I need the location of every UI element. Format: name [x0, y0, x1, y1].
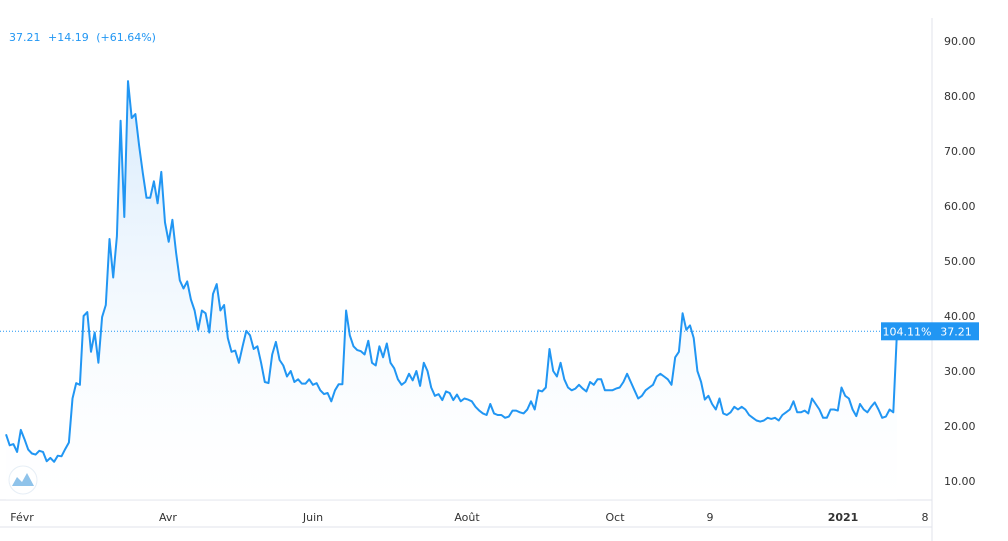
x-tick-label: 2021: [828, 511, 859, 524]
y-tick-label: 40.00: [944, 310, 976, 323]
x-tick-label: Oct: [605, 511, 625, 524]
tradingview-logo-icon[interactable]: [8, 465, 38, 495]
x-tick-label: Juin: [302, 511, 323, 524]
legend: 37.21 +14.19 (+61.64%): [9, 31, 156, 44]
x-tick-label: Avr: [159, 511, 177, 524]
y-tick-label: 70.00: [944, 145, 976, 158]
time-scale[interactable]: Févr Avr Juin Août Oct 9 2021 8: [10, 511, 928, 524]
legend-change: +14.19: [48, 31, 89, 44]
y-tick-label: 10.00: [944, 475, 976, 488]
price-scale[interactable]: 90.00 80.00 70.00 60.00 50.00 40.00 30.00 20.00…: [944, 35, 976, 488]
y-tick-label: 30.00: [944, 365, 976, 378]
legend-value: 37.21: [9, 31, 41, 44]
last-percent-label: 104.11%: [881, 322, 933, 341]
x-tick-label: Févr: [10, 511, 34, 524]
series-area: [6, 81, 897, 500]
last-value-text: 37.21: [940, 325, 972, 338]
x-tick-label: 9: [707, 511, 714, 524]
x-tick-label: 8: [922, 511, 929, 524]
last-value-label: 37.21: [933, 322, 979, 341]
last-percent-text: 104.11%: [883, 325, 932, 338]
y-tick-label: 90.00: [944, 35, 976, 48]
series-line: [5, 80, 898, 463]
x-tick-label: Août: [454, 511, 480, 524]
y-tick-label: 60.00: [944, 200, 976, 213]
legend-change-pct: (+61.64%): [96, 31, 156, 44]
y-tick-label: 80.00: [944, 90, 976, 103]
y-tick-label: 50.00: [944, 255, 976, 268]
y-tick-label: 20.00: [944, 420, 976, 433]
